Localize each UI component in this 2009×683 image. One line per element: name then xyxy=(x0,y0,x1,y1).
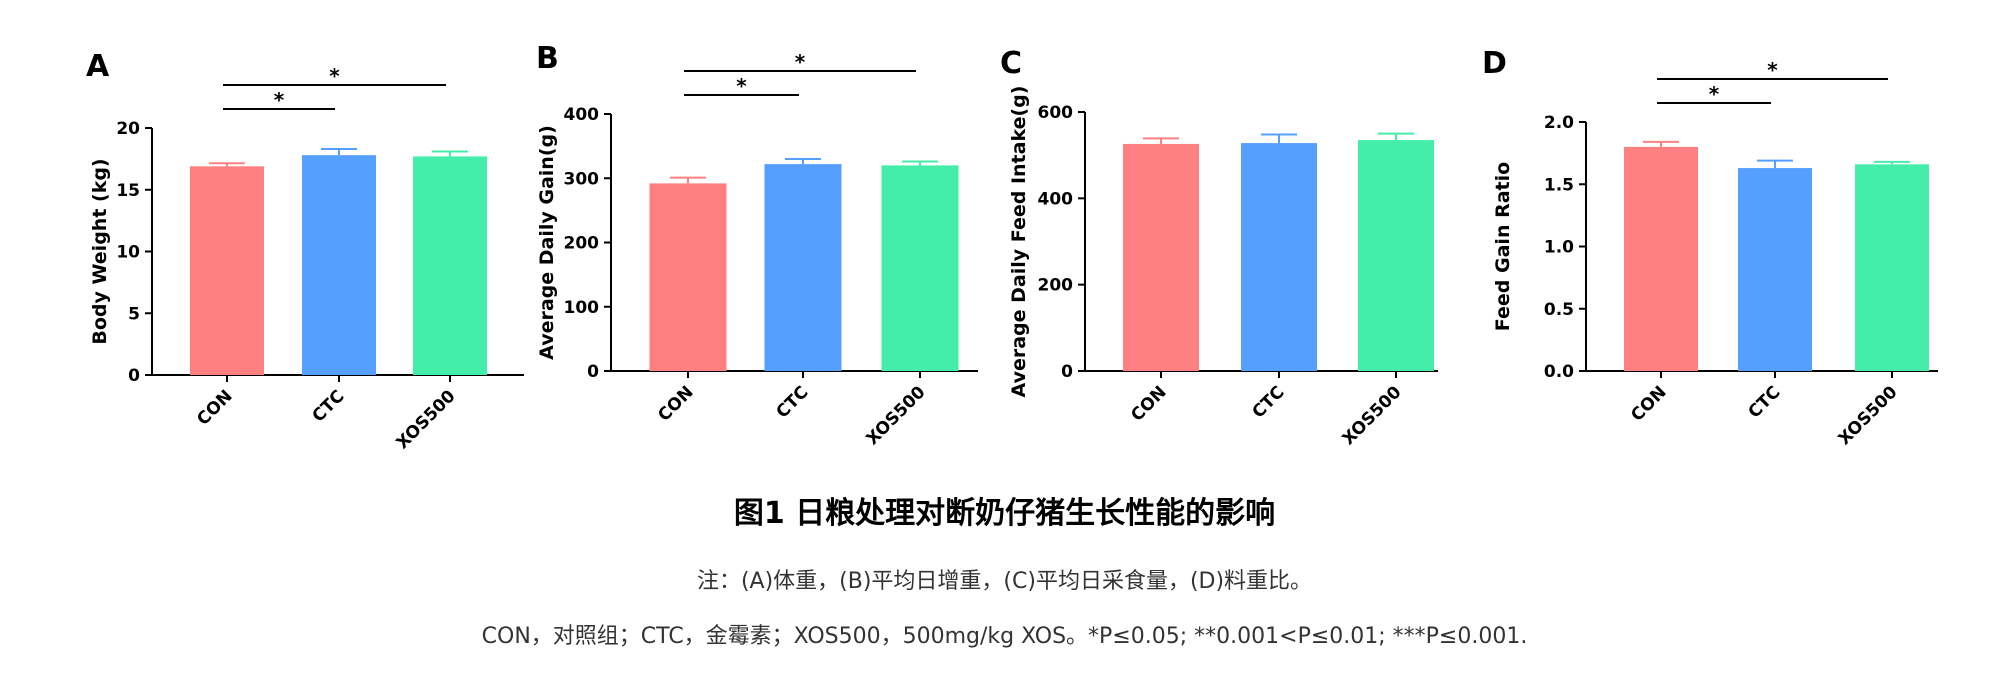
figure-note-significance: CON，对照组；CTC，金霉素；XOS500，500mg/kg XOS。*P≤0… xyxy=(481,624,1528,649)
bar-con xyxy=(1123,143,1199,371)
chart-panel-b: B Average Daily Gain(g) 0 100 200 300 400 CON CT… xyxy=(536,41,978,449)
bar-ctc xyxy=(764,164,842,371)
x-tick-label-con: CON xyxy=(1127,382,1170,425)
y-tick-label: 0.0 xyxy=(1544,362,1574,382)
y-tick-label: 1.0 xyxy=(1544,238,1574,258)
x-tick-label-xos500: XOS500 xyxy=(1339,382,1406,449)
y-tick-label: 400 xyxy=(1038,189,1074,209)
chart-panel-d: D Feed Gain Ratio 0.0 0.5 1.0 1.5 2.0 CON CTC XOS… xyxy=(1482,46,1938,449)
y-axis-label: Feed Gain Ratio xyxy=(1492,162,1514,331)
x-tick-label-con: CON xyxy=(193,386,236,429)
x-tick-label-xos500: XOS500 xyxy=(1835,382,1902,449)
significance-star: * xyxy=(736,74,747,98)
y-axis-label: Average Daily Gain(g) xyxy=(536,125,558,360)
x-tick-label-ctc: CTC xyxy=(773,382,813,422)
x-tick-label-ctc: CTC xyxy=(1249,382,1289,422)
y-tick-label: 0 xyxy=(1061,362,1073,382)
y-tick-label: 1.5 xyxy=(1544,175,1574,195)
bar-xos500 xyxy=(881,165,959,371)
figure-note-abbreviations: 注：(A)体重，(B)平均日增重，(C)平均日采食量，(D)料重比。 xyxy=(696,569,1313,594)
bar-ctc xyxy=(1738,168,1812,371)
significance-star: * xyxy=(274,88,285,112)
bar-con xyxy=(190,166,264,375)
y-tick-label: 10 xyxy=(116,243,140,263)
panel-letter: D xyxy=(1482,46,1507,81)
y-tick-label: 300 xyxy=(564,169,600,189)
y-axis-label: Average Daily Feed Intake(g) xyxy=(1008,86,1030,398)
bar-xos500 xyxy=(413,156,487,375)
chart-panel-c: C Average Daily Feed Intake(g) 0 200 400 600 C… xyxy=(1000,46,1438,449)
x-tick-label-xos500: XOS500 xyxy=(393,386,460,453)
bar-xos500 xyxy=(1855,164,1929,371)
panel-letter: B xyxy=(536,41,559,76)
y-tick-label: 600 xyxy=(1038,103,1074,123)
bar-ctc xyxy=(1241,143,1317,371)
bar-con xyxy=(649,183,727,371)
panel-letter: A xyxy=(86,49,110,84)
bar-con xyxy=(1624,146,1698,371)
y-tick-label: 0 xyxy=(587,362,599,382)
y-tick-label: 2.0 xyxy=(1544,113,1574,133)
y-tick-label: 0 xyxy=(128,366,140,386)
y-axis-label: Body Weight (kg) xyxy=(89,158,111,344)
bar-xos500 xyxy=(1358,140,1434,371)
y-tick-label: 5 xyxy=(128,304,140,324)
y-tick-label: 100 xyxy=(564,298,600,318)
figure-title: 图1 日粮处理对断奶仔猪生长性能的影响 xyxy=(733,496,1276,531)
x-tick-label-xos500: XOS500 xyxy=(863,382,930,449)
y-tick-label: 15 xyxy=(116,181,140,201)
chart-panel-a: A Body Weight (kg) 0 5 10 15 20 CON CTC XOS500 * * xyxy=(86,49,524,453)
panel-letter: C xyxy=(1000,46,1022,81)
x-tick-label-con: CON xyxy=(654,382,697,425)
y-tick-label: 400 xyxy=(564,105,600,125)
bar-ctc xyxy=(302,155,376,375)
y-tick-label: 0.5 xyxy=(1544,300,1574,320)
significance-star: * xyxy=(329,64,340,88)
y-tick-label: 200 xyxy=(564,234,600,254)
x-tick-label-con: CON xyxy=(1627,382,1670,425)
x-tick-label-ctc: CTC xyxy=(1745,382,1785,422)
y-tick-label: 20 xyxy=(116,119,140,139)
significance-star: * xyxy=(1767,58,1778,82)
significance-star: * xyxy=(795,50,806,74)
x-tick-label-ctc: CTC xyxy=(309,386,349,426)
y-tick-label: 200 xyxy=(1038,276,1074,296)
significance-star: * xyxy=(1709,82,1720,106)
